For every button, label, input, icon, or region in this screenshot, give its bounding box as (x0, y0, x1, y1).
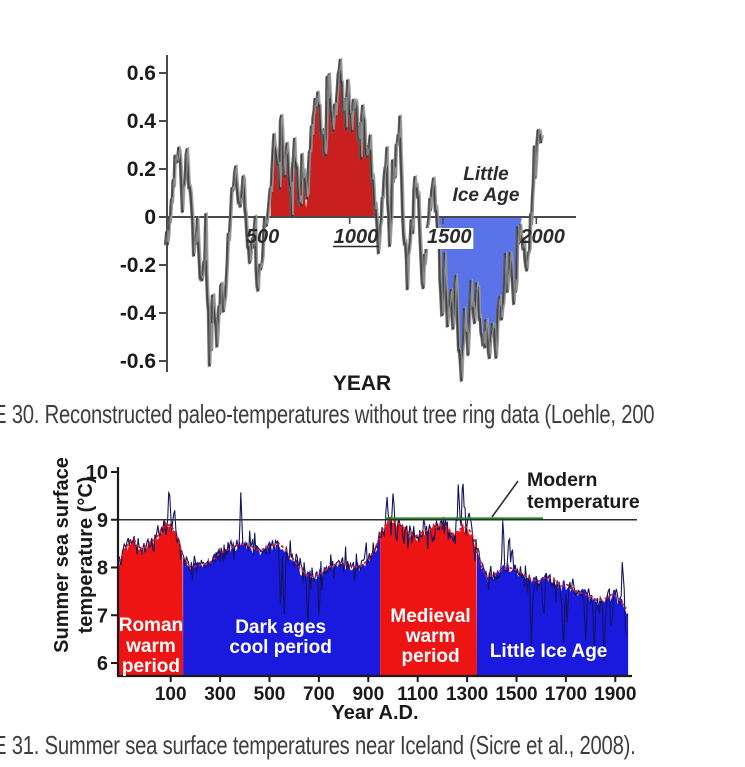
fig30-fill-medieval-warm-period (270, 61, 377, 217)
fig31-y-axis-title-line2: temperature (°C) (75, 477, 97, 634)
fig30-paleo-temperature-chart: 0.6 0.4 0.2 0 -0.2 -0.4 -0.6 500 1000 1500 2000 Lit… (120, 55, 576, 395)
fig31-region-label-medieval-warm-period: period (402, 646, 460, 667)
fig30-y-tick-label: -0.4 (120, 302, 157, 325)
fig31-x-tick-label: 1100 (397, 684, 438, 705)
fig31-caption: E 31. Summer sea surface temperatures ne… (0, 730, 636, 760)
fig31-x-tick-label: 300 (204, 684, 236, 705)
fig30-caption: E 30. Reconstructed paleo-temperatures w… (0, 399, 655, 429)
fig31-x-tick-label: 1700 (545, 684, 587, 705)
fig31-x-tick-label: 1500 (495, 684, 537, 705)
fig31-y-tick-label: 7 (97, 605, 108, 627)
fig31-x-axis-title: Year A.D. (331, 702, 418, 724)
fig31-y-axis-title-line1: Summer sea surface (51, 457, 73, 653)
fig31-x-tick-label: 1900 (594, 684, 636, 705)
fig31-y-tick-label: 8 (97, 558, 108, 580)
fig30-y-tick-label: -0.2 (120, 254, 156, 277)
fig30-x-axis-title: YEAR (333, 372, 391, 395)
fig30-x-tick-label: 2000 (519, 226, 565, 248)
fig30-y-tick-label: 0.4 (127, 110, 157, 133)
fig30-y-tick-label: -0.6 (120, 350, 156, 373)
fig31-region-label-roman-warm-period: warm (125, 636, 176, 657)
fig31-modern-label-line1: Modern (527, 469, 597, 491)
fig30-x-tick-label: 1500 (427, 226, 472, 248)
fig31-sst-raw-line (118, 483, 628, 662)
fig31-x-tick-label: 900 (352, 684, 384, 705)
fig31-sst-smoothed-line (118, 519, 627, 610)
fig31-y-tick-label: 6 (97, 653, 108, 675)
fig31-fill-dark-ages-cool-period (183, 533, 381, 675)
fig30-y-tick-label: 0.2 (127, 158, 156, 181)
fig30-annotation-ice-age: Ice Age (453, 185, 520, 206)
fig30-x-tick-label: 500 (246, 226, 279, 248)
fig31-fill-medieval-warm-period (380, 515, 477, 675)
fig31-region-label-roman-warm-period: period (122, 656, 180, 677)
fig31-x-tick-label: 100 (155, 684, 187, 705)
fig30-annotation-little: Little (463, 164, 509, 185)
fig30-temperature-line (163, 57, 544, 383)
fig31-x-tick-label: 1300 (446, 684, 488, 705)
fig31-region-label-dark-ages-cool-period: Dark ages (235, 617, 326, 638)
fig30-x-label-box (423, 228, 474, 249)
fig31-y-tick-label: 10 (86, 462, 108, 484)
fig30-x-tick-label: 1000 (334, 226, 379, 248)
fig31-region-label-medieval-warm-period: warm (405, 626, 456, 647)
fig31-modern-pointer-line (491, 480, 519, 518)
fig31-region-label-little-ice-age: Little Ice Age (490, 641, 608, 662)
fig31-region-label-roman-warm-period: Roman (119, 615, 183, 636)
fig31-x-tick-label: 500 (254, 684, 286, 705)
fig30-y-tick-label: 0.6 (127, 62, 156, 85)
fig31-y-tick-label: 9 (97, 510, 108, 532)
fig31-region-label-medieval-warm-period: Medieval (390, 606, 470, 627)
fig31-region-label-dark-ages-cool-period: cool period (229, 637, 331, 658)
fig31-fill-little-ice-age (477, 548, 629, 675)
fig31-fill-roman-warm-period (118, 520, 184, 675)
fig31-x-tick-label: 700 (303, 684, 335, 705)
fig30-y-tick-label: 0 (144, 206, 156, 229)
fig31-modern-label-line2: temperature (527, 491, 640, 513)
